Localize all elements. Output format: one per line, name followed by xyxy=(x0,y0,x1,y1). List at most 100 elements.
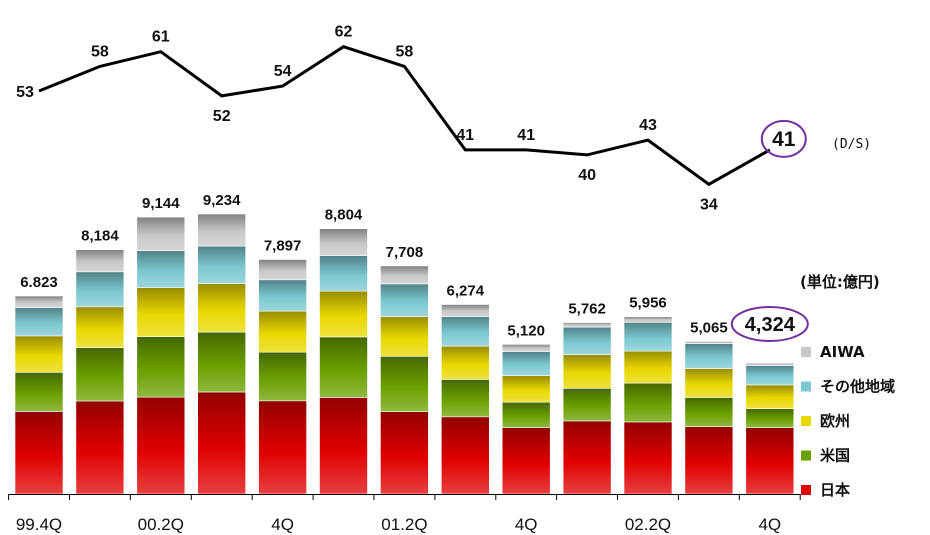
bar-total-label: 9,144 xyxy=(142,195,180,212)
line-point-label: 53 xyxy=(16,84,34,101)
bar-segment-AIWA-4 xyxy=(258,259,307,281)
x-tick-label: 4Q xyxy=(758,515,781,534)
bar-segment-AIWA-3 xyxy=(197,213,246,247)
bar-segment-その他地域-9 xyxy=(562,326,612,355)
line-point-label: 43 xyxy=(639,117,657,134)
bar-total-label: 5,956 xyxy=(629,295,667,312)
bar-total-label: 5,065 xyxy=(690,320,728,337)
line-point-label: 41 xyxy=(456,127,474,144)
bar-segment-その他地域-3 xyxy=(197,245,246,284)
bar-segment-その他地域-0 xyxy=(14,307,64,337)
bar-segment-米国-0 xyxy=(14,371,64,412)
bar-segment-米国-2 xyxy=(136,336,186,398)
bar-segment-日本-0 xyxy=(14,411,64,495)
line-point-label: 41 xyxy=(517,127,535,144)
line-point-label: 41 xyxy=(772,128,796,151)
line-point-label: 40 xyxy=(578,167,596,184)
unit-label: (単位:億円) xyxy=(800,273,880,291)
bar-segment-その他地域-7 xyxy=(440,316,490,347)
bar-segment-欧州-11 xyxy=(684,368,734,398)
bar-segment-日本-1 xyxy=(75,400,125,495)
bar-segment-その他地域-12 xyxy=(745,365,795,386)
legend-swatch xyxy=(801,450,811,461)
bar-segment-日本-2 xyxy=(136,396,186,495)
legend-label: 欧州 xyxy=(820,412,850,430)
bar-segment-欧州-10 xyxy=(623,350,673,384)
bar-segment-欧州-4 xyxy=(258,310,307,353)
bar-segment-米国-9 xyxy=(562,387,612,422)
bar-segment-日本-8 xyxy=(501,427,551,495)
bar-segment-その他地域-8 xyxy=(501,351,551,376)
bar-segment-欧州-9 xyxy=(562,354,612,389)
line-unit-label: (D/S) xyxy=(832,137,871,152)
bar-segment-日本-4 xyxy=(258,400,307,495)
legend-swatch xyxy=(801,416,811,426)
bar-total-label: 6,274 xyxy=(447,283,485,300)
bar-segment-その他地域-5 xyxy=(319,255,368,292)
line-point-label: 34 xyxy=(700,196,718,213)
highlight-ellipse-bar xyxy=(730,306,809,342)
bar-segment-AIWA-0 xyxy=(14,295,64,308)
x-axis: 99.4Q 00.2Q 4Q 01.2Q 4Q 02.2Q 4Q xyxy=(8,494,801,534)
bar-layer xyxy=(14,213,795,495)
highlight-ellipse-line xyxy=(760,119,807,158)
bar-segment-欧州-2 xyxy=(136,287,186,337)
bar-segment-日本-11 xyxy=(684,426,734,495)
bar-total-label: 7,897 xyxy=(264,238,302,255)
bar-segment-AIWA-12 xyxy=(745,362,795,366)
bar-segment-欧州-7 xyxy=(440,345,490,380)
line-layer: 53 58 61 52 54 62 58 41 41 40 43 34 41 xyxy=(16,24,807,213)
bar-segment-その他地域-1 xyxy=(75,271,125,308)
bar-segment-日本-3 xyxy=(197,391,246,495)
bar-segment-日本-7 xyxy=(440,416,490,495)
bar-segment-米国-7 xyxy=(440,379,490,418)
bar-segment-その他地域-6 xyxy=(380,283,429,317)
line-point-label: 52 xyxy=(213,108,231,125)
bar-segment-欧州-3 xyxy=(197,283,246,333)
bar-segment-その他地域-10 xyxy=(623,321,673,352)
bar-segment-AIWA-2 xyxy=(136,216,186,251)
bar-total-label: 5,762 xyxy=(568,301,606,318)
bar-segment-米国-3 xyxy=(197,331,246,393)
bar-total-label: 9,234 xyxy=(203,192,241,209)
bar-segment-その他地域-2 xyxy=(136,250,186,289)
bar-segment-その他地域-4 xyxy=(258,279,307,312)
line-point-label: 58 xyxy=(396,43,414,60)
bar-total-label: 7,708 xyxy=(386,244,424,261)
legend-swatch xyxy=(801,381,811,392)
bar-segment-日本-6 xyxy=(380,411,429,495)
bar-segment-日本-5 xyxy=(319,397,368,495)
bar-segment-欧州-5 xyxy=(319,290,368,338)
legend-label: 日本 xyxy=(820,481,850,499)
bar-segment-米国-4 xyxy=(258,351,307,402)
bar-segment-欧州-8 xyxy=(501,375,551,403)
bar-segment-米国-5 xyxy=(319,336,368,398)
line-point-label: 61 xyxy=(152,29,170,46)
x-tick-label: 01.2Q xyxy=(381,515,427,534)
legend-swatch xyxy=(801,347,811,357)
bar-total-label: 6.823 xyxy=(20,274,58,291)
line-point-label: 54 xyxy=(274,63,292,80)
legend-label: その他地域 xyxy=(820,378,895,396)
bar-segment-米国-11 xyxy=(684,397,734,427)
legend-swatch xyxy=(801,485,811,495)
bar-segment-日本-10 xyxy=(623,421,673,495)
total-labels: 6.823 8,184 9,144 9,234 7,897 8,804 7,708 6,274… xyxy=(20,192,809,342)
bar-segment-欧州-12 xyxy=(745,384,795,409)
bar-total-label: 8,804 xyxy=(325,207,363,224)
bar-segment-AIWA-5 xyxy=(319,228,368,256)
bar-segment-欧州-1 xyxy=(75,306,125,348)
bar-segment-米国-12 xyxy=(745,408,795,429)
bar-segment-日本-12 xyxy=(745,427,795,495)
bar-segment-AIWA-11 xyxy=(684,341,734,345)
bar-segment-米国-6 xyxy=(380,355,429,412)
bar-segment-AIWA-9 xyxy=(562,322,612,328)
bar-segment-米国-8 xyxy=(501,401,551,429)
bar-segment-AIWA-10 xyxy=(623,316,673,323)
legend-label: 米国 xyxy=(820,447,850,465)
bar-total-label: 8,184 xyxy=(81,228,119,245)
bar-segment-米国-1 xyxy=(75,347,125,402)
legend-label: AIWA xyxy=(820,343,865,361)
